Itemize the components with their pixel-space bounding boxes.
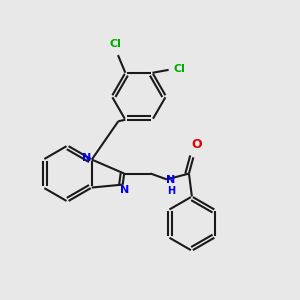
Text: H: H bbox=[167, 186, 175, 196]
Text: Cl: Cl bbox=[174, 64, 186, 74]
Text: Cl: Cl bbox=[109, 39, 121, 49]
Text: O: O bbox=[191, 139, 202, 152]
Text: N: N bbox=[82, 153, 91, 163]
Text: N: N bbox=[166, 175, 175, 185]
Text: N: N bbox=[119, 185, 129, 195]
